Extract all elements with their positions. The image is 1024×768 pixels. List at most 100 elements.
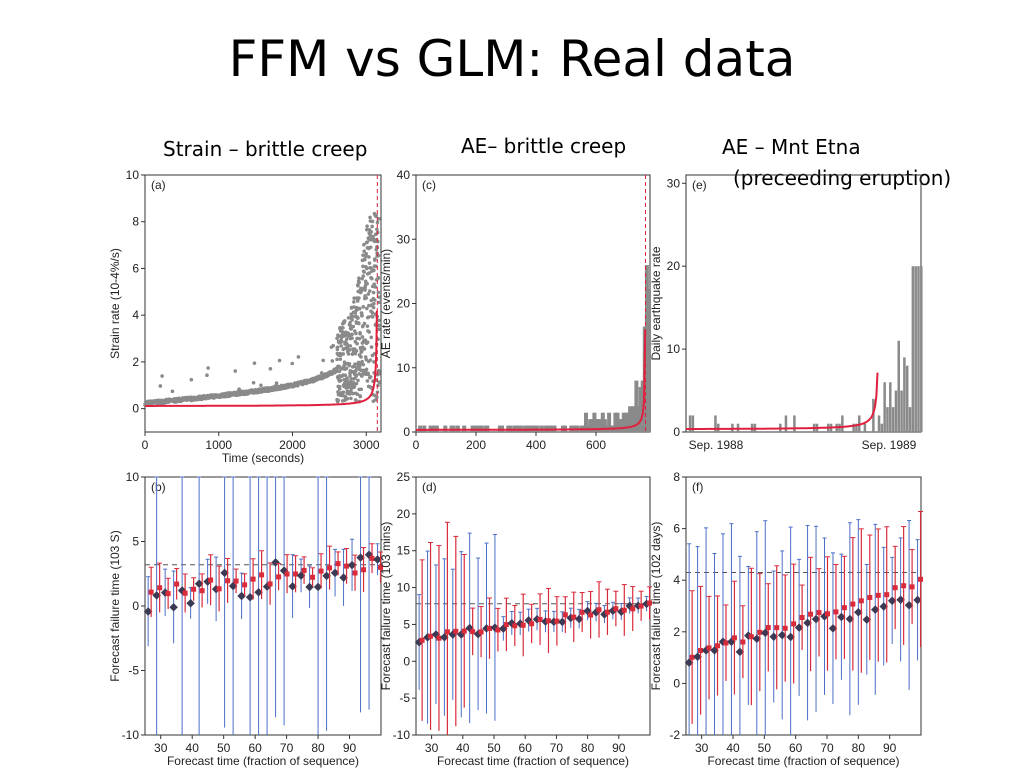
strain-data-point <box>365 306 369 311</box>
daily-rate-bar <box>886 407 889 432</box>
y-tick-label: 10 <box>126 168 140 182</box>
strain-data-point <box>330 359 335 363</box>
y-tick-label: 20 <box>667 259 681 273</box>
ffm-estimate-marker <box>613 606 619 612</box>
strain-data-point <box>375 220 380 225</box>
strain-data-point <box>357 306 362 311</box>
column-sublabel-etna: (preceeding eruption) <box>733 166 952 190</box>
x-tick-label: 30 <box>425 741 439 755</box>
strain-data-point <box>358 394 363 399</box>
strain-data-point <box>354 398 358 403</box>
ffm-estimate-marker <box>698 647 704 653</box>
panel-label: (e) <box>692 178 707 192</box>
strain-data-point <box>360 277 364 281</box>
x-tick-label: 90 <box>883 741 897 755</box>
ffm-estimate-marker <box>444 629 450 635</box>
ae-rate-bar <box>607 412 612 432</box>
strain-data-point <box>372 282 377 286</box>
strain-data-point <box>351 324 356 329</box>
strain-data-point <box>362 321 367 326</box>
y-tick-label: -10 <box>393 728 411 742</box>
ae-rate-bar <box>479 425 483 432</box>
daily-rate-bar <box>883 382 886 432</box>
strain-data-point <box>366 372 371 377</box>
y-tick-label: 10 <box>397 361 411 375</box>
glm-estimate-marker <box>322 571 331 581</box>
ffm-estimate-marker <box>318 568 324 574</box>
strain-data-point <box>360 335 365 339</box>
ffm-estimate-marker <box>901 583 907 589</box>
strain-data-point <box>345 396 350 401</box>
ffm-estimate-marker <box>588 612 594 618</box>
ffm-estimate-marker <box>774 625 780 631</box>
x-axis-label: Forecast time (fraction of sequence) <box>437 754 629 768</box>
ae-rate-bar <box>592 412 597 432</box>
strain-data-point <box>363 287 367 292</box>
strain-data-point <box>363 338 368 342</box>
glm-estimate-marker <box>339 573 348 582</box>
ffm-estimate-marker <box>554 618 560 624</box>
strain-data-point <box>372 301 376 306</box>
x-tick-label: 60 <box>789 741 803 755</box>
daily-rate-bar <box>691 415 695 432</box>
ffm-estimate-marker <box>884 592 890 598</box>
x-tick-label: 0 <box>142 438 149 452</box>
glm-estimate-marker <box>803 618 812 628</box>
ae-rate-bar <box>636 406 641 432</box>
strain-data-point <box>341 330 345 335</box>
ffm-estimate-marker <box>503 622 509 628</box>
model-fit-line <box>686 372 879 430</box>
ae-rate-bar <box>428 425 433 432</box>
ae-rate-bar <box>455 425 460 432</box>
glm-estimate-marker <box>169 602 178 612</box>
strain-data-point <box>368 215 372 220</box>
ffm-estimate-marker <box>276 574 282 580</box>
daily-rate-bar <box>714 415 717 432</box>
ae-rate-bar <box>602 419 607 432</box>
strain-data-point <box>362 347 367 351</box>
strain-data-point <box>350 336 354 340</box>
glm-estimate-marker <box>330 568 340 578</box>
strain-data-point <box>341 326 345 330</box>
ffm-estimate-marker <box>808 611 814 617</box>
strain-data-point <box>367 271 372 275</box>
ae-rate-bar <box>451 425 456 432</box>
strain-data-point <box>360 349 364 354</box>
strain-data-point <box>357 321 361 326</box>
strain-data-point <box>233 369 238 373</box>
ffm-estimate-marker <box>858 598 864 604</box>
glm-estimate-marker <box>574 614 584 624</box>
strain-data-point <box>268 367 273 371</box>
strain-data-point <box>341 352 346 356</box>
y-tick-label: 4 <box>132 308 139 322</box>
strain-data-point <box>331 343 336 348</box>
glm-estimate-marker <box>794 623 804 632</box>
ffm-estimate-marker <box>621 607 627 613</box>
daily-rate-bar <box>911 266 915 432</box>
ae-rate-bar <box>647 288 651 432</box>
glm-estimate-marker <box>828 624 838 633</box>
glm-estimate-marker <box>904 600 914 610</box>
ffm-estimate-marker <box>487 625 493 631</box>
strain-data-point <box>338 357 343 361</box>
ffm-estimate-marker <box>731 635 737 641</box>
strain-data-point <box>348 320 352 325</box>
strain-data-point <box>347 362 352 366</box>
x-tick-label: 60 <box>248 741 262 755</box>
ffm-estimate-marker <box>529 621 535 627</box>
ae-rate-bar <box>628 406 633 432</box>
ae-rate-bar <box>615 412 620 432</box>
strain-data-point <box>365 227 369 232</box>
ae-rate-bar <box>623 412 628 432</box>
strain-data-point <box>259 383 263 388</box>
ffm-estimate-marker <box>191 586 197 592</box>
ffm-estimate-marker <box>545 618 551 624</box>
daily-rate-bar <box>894 390 898 432</box>
ffm-estimate-marker <box>909 584 915 590</box>
ae-rate-bar <box>476 425 481 432</box>
glm-estimate-marker <box>837 612 846 622</box>
x-tick-label: 3000 <box>353 438 380 452</box>
strain-data-point <box>359 387 364 392</box>
ffm-estimate-marker <box>740 639 746 645</box>
plot-frame-1 <box>415 174 651 433</box>
